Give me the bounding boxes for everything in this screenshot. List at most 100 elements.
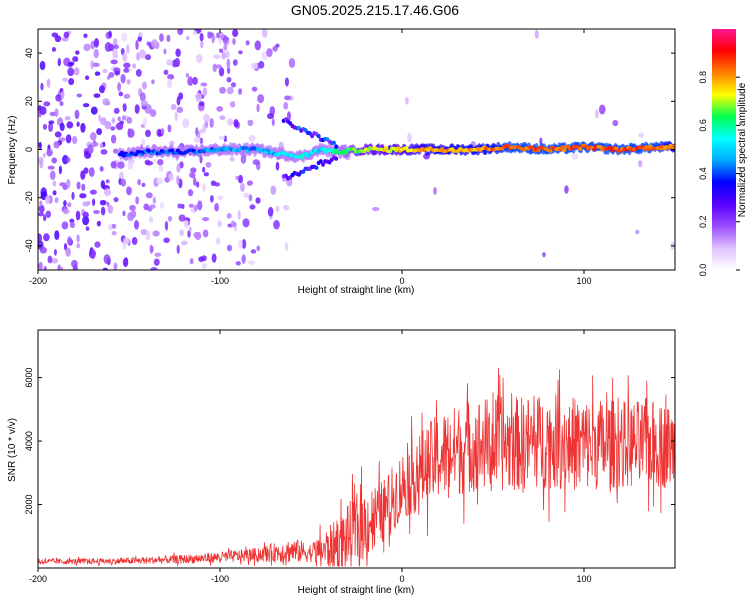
heatmap-noise-cell	[214, 182, 221, 187]
heatmap-noise-cell	[68, 78, 75, 86]
heatmap-noise-cell	[120, 73, 126, 84]
heatmap-ridge-cell	[299, 155, 305, 160]
heatmap-noise-cell	[113, 197, 119, 203]
heatmap-noise-cell	[218, 67, 225, 77]
heatmap-noise-cell	[255, 197, 261, 204]
heatmap-noise-cell	[66, 156, 71, 163]
heatmap-noise-cell	[212, 63, 217, 73]
heatmap-noise-cell	[126, 186, 132, 196]
heatmap-noise-cell	[182, 118, 190, 128]
heatmap-noise-cell	[83, 167, 89, 174]
heatmap-noise-cell	[136, 52, 140, 61]
heatmap-noise-cell	[202, 229, 209, 238]
heatmap-noise-cell	[176, 175, 180, 185]
heatmap-noise-cell	[104, 42, 112, 52]
heatmap-x-tick-label: -100	[211, 276, 229, 286]
heatmap-noise-cell	[122, 115, 126, 121]
heatmap-noise-cell	[200, 82, 208, 87]
heatmap-noise-cell	[96, 220, 101, 227]
heatmap-noise-cell	[72, 264, 78, 270]
heatmap-noise-cell	[240, 182, 245, 192]
heatmap-noise-cell	[135, 69, 142, 77]
heatmap-noise-cell	[189, 258, 194, 265]
heatmap-noise-cell	[167, 74, 175, 80]
heatmap-noise-cell	[126, 116, 133, 124]
heatmap-noise-cell	[123, 67, 130, 73]
heatmap-noise-cell	[126, 44, 130, 54]
heatmap-noise-cell	[261, 51, 268, 60]
heatmap-noise-cell	[38, 261, 43, 270]
heatmap-noise-cell	[230, 82, 237, 88]
heatmap-noise-cell	[199, 32, 204, 42]
heatmap-noise-cell	[75, 50, 80, 55]
heatmap-noise-cell	[94, 38, 100, 48]
heatmap-noise-cell	[198, 101, 205, 107]
heatmap-noise-cell	[284, 77, 289, 87]
snr-x-label: Height of straight line (km)	[298, 585, 415, 596]
heatmap-noise-cell	[148, 216, 154, 223]
heatmap-noise-cell	[189, 172, 195, 178]
heatmap-noise-cell	[241, 238, 247, 249]
heatmap-noise-cell	[38, 212, 45, 217]
heatmap-noise-cell	[215, 237, 221, 245]
heatmap-noise-cell	[163, 237, 170, 244]
heatmap-noise-cell	[172, 59, 177, 68]
colorbar-axis: 0.0 0.2 0.4 0.6 0.8	[698, 71, 740, 276]
heatmap-noise-cell	[273, 221, 278, 228]
heatmap-noise-cell	[122, 103, 127, 112]
heatmap-noise-cell	[242, 218, 250, 228]
heatmap-noise-cell	[111, 230, 117, 236]
heatmap-noise-cell	[188, 226, 192, 233]
heatmap-noise-cell	[142, 117, 148, 127]
heatmap-noise-cell	[122, 210, 126, 217]
heatmap-noise-cell	[176, 163, 181, 173]
heatmap-noise-cell	[79, 193, 87, 199]
heatmap-noise-cell	[110, 160, 117, 169]
heatmap-x-label: Height of straight line (km)	[298, 285, 415, 296]
heatmap-noise-cell	[80, 170, 86, 180]
heatmap-noise-cell	[233, 119, 239, 128]
heatmap-noise-cell	[150, 267, 158, 270]
heatmap-noise-cell	[210, 195, 214, 203]
heatmap-noise-cell	[102, 98, 110, 106]
heatmap-noise-cell	[62, 208, 70, 215]
heatmap-noise-cell	[214, 202, 219, 212]
heatmap-noise-cell	[43, 233, 50, 242]
heatmap-noise-cell	[102, 68, 108, 74]
heatmap-noise-cell	[132, 63, 136, 69]
heatmap-noise-cell	[62, 77, 68, 82]
heatmap-noise-cell	[157, 159, 164, 166]
heatmap-x-axis: -200 -100 0 100	[29, 29, 592, 286]
heatmap-noise-cell	[117, 116, 121, 122]
heatmap-noise-cell	[407, 132, 412, 143]
heatmap-noise-cell	[174, 111, 178, 122]
heatmap-branch-cell	[321, 162, 326, 167]
heatmap-y-axis: -40 -20 0 20 40	[24, 48, 675, 252]
heatmap-noise-cell	[226, 58, 231, 69]
heatmap-noise-cell	[188, 75, 193, 86]
heatmap-noise-cell	[38, 141, 42, 150]
heatmap-noise-cell	[176, 106, 184, 113]
heatmap-noise-cell	[89, 189, 97, 195]
heatmap-noise-cell	[152, 159, 157, 164]
heatmap-noise-cell	[238, 50, 243, 55]
heatmap-noise-cell	[598, 104, 606, 115]
heatmap-noise-cell	[178, 92, 184, 100]
heatmap-noise-cell	[82, 201, 90, 207]
heatmap-noise-cell	[122, 52, 128, 63]
snr-y-tick-label: 4000	[24, 431, 34, 451]
snr-panel: -200 -100 0 100 2000 4000 6000 Height of stra…	[7, 329, 676, 596]
heatmap-noise-cell	[105, 179, 110, 184]
colorbar-gradient	[712, 29, 736, 270]
heatmap-noise-layer	[38, 29, 675, 270]
heatmap-noise-cell	[226, 86, 234, 95]
heatmap-noise-cell	[237, 210, 241, 220]
heatmap-noise-cell	[241, 254, 246, 264]
heatmap-noise-cell	[100, 117, 107, 126]
heatmap-noise-cell	[160, 127, 165, 135]
heatmap-noise-cell	[166, 34, 171, 43]
heatmap-noise-cell	[159, 202, 165, 209]
heatmap-x-tick-label: 0	[399, 276, 404, 286]
heatmap-noise-cell	[93, 142, 99, 147]
